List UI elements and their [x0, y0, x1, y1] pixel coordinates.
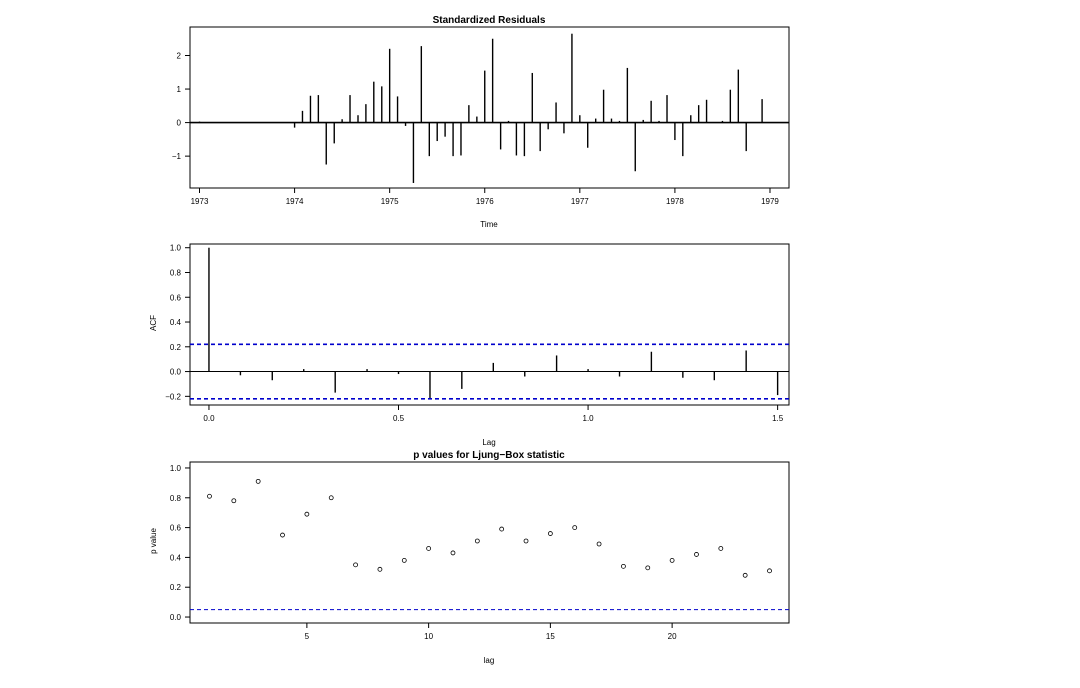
point-lag-3 [255, 478, 261, 484]
y-tick-label: 0.8 [170, 494, 182, 503]
point-lag-4 [280, 532, 285, 538]
y-tick-label: 0.0 [170, 613, 182, 622]
point-lag-6 [328, 495, 334, 501]
y-tick-label: 0.0 [170, 368, 182, 377]
x-tick-label: 1975 [381, 197, 399, 206]
y-tick-label: 0.4 [170, 553, 182, 562]
point-lag-15 [547, 531, 553, 536]
y-tick-label: −0.2 [165, 392, 181, 401]
x-tick-label: 1.0 [583, 414, 595, 423]
point-lag-11 [450, 550, 456, 556]
x-tick-label: 0.5 [393, 414, 405, 423]
x-tick-label: 1973 [191, 197, 209, 206]
y-tick-label: 0 [177, 119, 182, 128]
x-tick-label: 1974 [286, 197, 304, 206]
point-lag-14 [523, 538, 529, 544]
x-tick-label: 20 [668, 632, 677, 641]
ljungbox-ylabel: p value [149, 528, 158, 554]
acf-xlabel: Lag [482, 438, 495, 447]
acf-plot: 0.0 0.5 1.0 1.5 −0.2 0.0 0.2 0.4 0.6 0.8 1.0 [165, 243, 790, 423]
point-lag-18 [621, 563, 626, 569]
point-lag-9 [401, 557, 407, 563]
y-tick-label: 0.6 [170, 293, 182, 302]
x-tick-label: 1.5 [772, 414, 784, 423]
point-lag-19 [645, 565, 651, 571]
plot-frame [189, 26, 790, 189]
y-tick-label: 2 [177, 52, 182, 61]
y-tick-label: 0.2 [170, 343, 182, 352]
y-tick-label: 0.4 [170, 318, 182, 327]
point-lag-12 [474, 538, 480, 544]
ljungbox-title: p values for Ljung−Box statistic [413, 450, 565, 461]
x-tick-label: 0.0 [203, 414, 215, 423]
point-lag-20 [669, 557, 675, 563]
point-lag-8 [377, 566, 383, 572]
point-lag-10 [426, 546, 432, 551]
y-tick-label: 0.2 [170, 583, 182, 592]
y-tick-label: 1 [177, 85, 182, 94]
x-tick-label: 5 [305, 632, 310, 641]
x-tick-label: 10 [424, 632, 433, 641]
x-tick-label: 15 [546, 632, 555, 641]
plot-frame [189, 461, 790, 624]
point-lag-13 [499, 526, 505, 532]
y-tick-label: 1.0 [170, 244, 182, 253]
plot-frame [189, 243, 790, 406]
residuals-title: Standardized Residuals [433, 15, 546, 26]
residuals-xlabel: Time [480, 220, 498, 229]
ljungbox-plot: 5 10 15 20 0.0 0.2 0.4 0.6 0.8 1.0 [170, 461, 790, 641]
ljungbox-xlabel: lag [484, 656, 495, 665]
y-tick-label: −1 [172, 152, 182, 161]
point-lag-23 [742, 572, 748, 578]
x-tick-label: 1976 [476, 197, 494, 206]
y-tick-label: 1.0 [170, 464, 182, 473]
point-lag-21 [694, 552, 699, 557]
point-lag-17 [596, 541, 602, 547]
point-lag-5 [304, 511, 310, 517]
point-lag-22 [718, 546, 724, 551]
y-tick-label: 0.6 [170, 524, 182, 533]
x-tick-label: 1978 [666, 197, 684, 206]
x-tick-label: 1979 [761, 197, 779, 206]
point-lag-24 [767, 568, 772, 574]
point-lag-16 [572, 525, 578, 530]
residuals-plot: 1973 1974 1975 1976 1977 1978 1979 −1 0 1 2 [172, 26, 790, 206]
point-lag-7 [353, 562, 358, 568]
point-lag-1 [207, 493, 212, 499]
acf-ylabel: ACF [149, 315, 158, 331]
point-lag-2 [231, 498, 237, 504]
y-tick-label: 0.8 [170, 268, 182, 277]
x-tick-label: 1977 [571, 197, 589, 206]
